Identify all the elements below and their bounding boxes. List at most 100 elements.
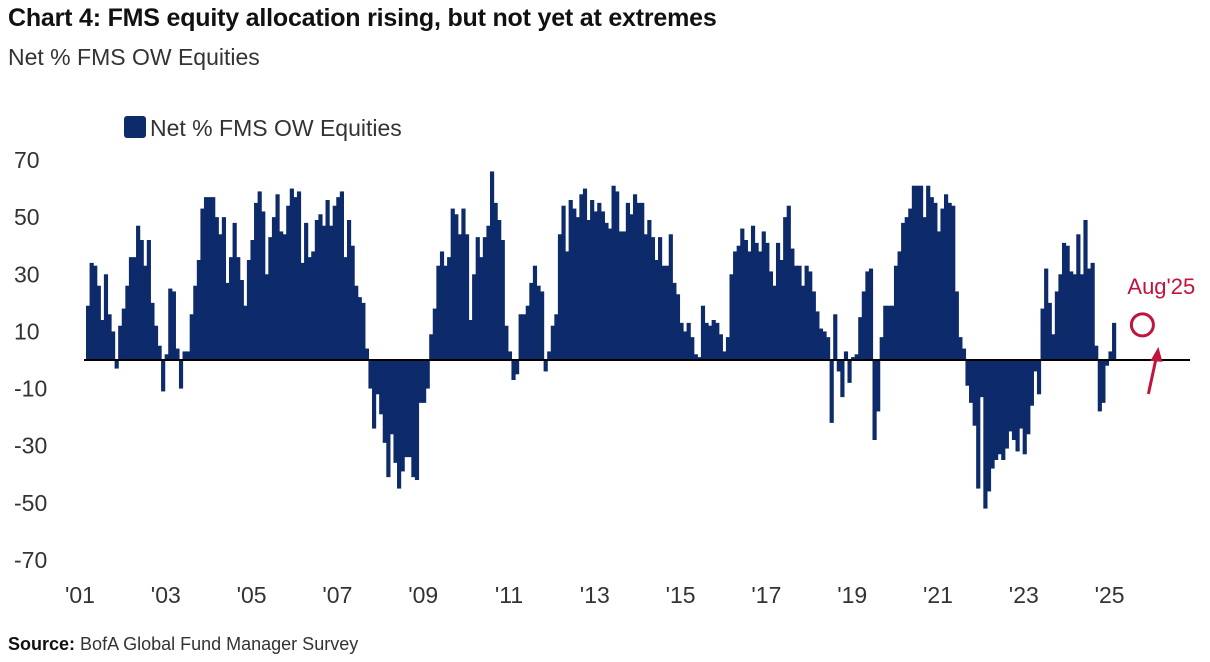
bar <box>954 291 959 360</box>
bar <box>232 222 237 360</box>
bar <box>271 217 277 360</box>
bar <box>354 285 359 360</box>
bar <box>686 322 691 360</box>
bar <box>618 231 623 360</box>
bar <box>990 360 995 469</box>
bar <box>229 257 234 360</box>
bar <box>1083 220 1088 360</box>
source-text: BofA Global Fund Manager Survey <box>80 634 359 654</box>
bar <box>1047 302 1052 360</box>
bar <box>768 271 773 360</box>
bar <box>629 214 634 360</box>
bar <box>425 360 430 389</box>
bar <box>547 351 552 360</box>
bar <box>854 354 859 360</box>
bar <box>429 334 434 360</box>
bar <box>733 251 738 360</box>
x-tick-label: '17 <box>751 582 781 608</box>
bar <box>518 314 523 360</box>
bar <box>858 317 863 360</box>
y-tick-label: 30 <box>14 261 40 287</box>
bar <box>175 348 180 360</box>
x-tick-label: '01 <box>65 582 95 608</box>
bar <box>969 360 974 403</box>
bar <box>997 360 1002 455</box>
bar <box>457 234 462 360</box>
bar-series <box>86 171 1117 509</box>
bar <box>611 185 616 360</box>
bar <box>454 214 459 360</box>
bar <box>261 211 266 360</box>
bar <box>522 314 527 360</box>
bar <box>979 360 984 398</box>
bar <box>1061 242 1067 360</box>
bar <box>254 202 259 360</box>
bar <box>936 231 942 360</box>
bar <box>279 231 284 360</box>
bar <box>139 240 144 360</box>
bar <box>632 194 638 360</box>
bar <box>493 202 498 360</box>
bar <box>822 331 827 360</box>
bar <box>400 360 405 472</box>
x-tick-label: '05 <box>237 582 267 608</box>
x-tick-label: '23 <box>1009 582 1039 608</box>
bar <box>507 351 513 360</box>
bar <box>711 320 716 360</box>
y-tick-label: 50 <box>14 204 40 230</box>
bar <box>479 257 484 360</box>
bar <box>976 360 981 489</box>
bar <box>607 228 613 360</box>
bar <box>772 285 777 360</box>
x-tick-label: '21 <box>923 582 953 608</box>
bar <box>207 197 212 360</box>
bar <box>586 220 591 360</box>
bar <box>286 205 291 360</box>
bar <box>257 191 262 360</box>
bar <box>1069 271 1074 360</box>
bar <box>1072 274 1077 360</box>
bar <box>915 185 920 360</box>
bar <box>432 308 437 360</box>
bar <box>640 202 645 360</box>
bar <box>929 197 934 360</box>
bar <box>754 242 759 360</box>
bar <box>132 257 137 360</box>
chart-subtitle: Net % FMS OW Equities <box>8 44 260 70</box>
bar <box>690 337 695 360</box>
bar <box>718 334 723 360</box>
bar <box>593 211 598 360</box>
bar <box>840 360 845 398</box>
bar <box>443 265 448 360</box>
bar <box>561 205 566 360</box>
bar <box>336 197 341 360</box>
bar <box>525 305 530 360</box>
x-axis-ticks: '01 '03 '05 '07 '09 '11 '13 '15 '17 '19 '21 '23 '25 <box>65 582 1125 608</box>
bar <box>250 240 255 360</box>
bar <box>450 208 455 360</box>
bar <box>93 265 98 360</box>
bar <box>189 314 194 360</box>
bar <box>486 225 491 360</box>
bar <box>790 248 795 360</box>
bar <box>239 280 244 360</box>
bar <box>668 234 673 360</box>
bar <box>1054 291 1059 360</box>
bar <box>482 237 487 360</box>
bar <box>1108 351 1113 360</box>
bar <box>697 357 702 360</box>
x-tick-label: '07 <box>322 582 352 608</box>
bar <box>361 302 366 360</box>
bar <box>765 242 770 360</box>
bar <box>683 331 688 360</box>
bar <box>890 305 895 360</box>
bar <box>500 240 505 360</box>
bar <box>1101 360 1106 403</box>
bar <box>475 237 480 360</box>
annotation-arrow-icon <box>1146 356 1158 395</box>
bar <box>164 354 169 360</box>
bar <box>672 282 677 360</box>
bar <box>321 225 327 360</box>
bar <box>568 200 573 360</box>
bar <box>171 291 176 360</box>
